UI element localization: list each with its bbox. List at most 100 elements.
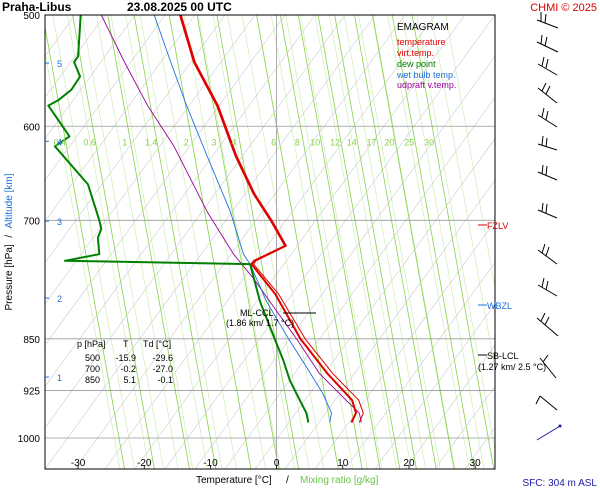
legend-dew-point: dew point <box>397 59 436 69</box>
altitude-tick-label: 2 <box>57 294 62 304</box>
table-row-500-t: -15.9 <box>115 353 136 363</box>
dry-adiabat-line <box>585 15 600 469</box>
mixing-ratio-line <box>300 15 383 469</box>
mixing-ratio-label: 1 <box>122 137 127 147</box>
pressure-tick-label: 850 <box>23 335 40 346</box>
x-tick-label: 10 <box>337 458 349 469</box>
mixing-ratio-line <box>212 15 295 469</box>
dry-adiabat-line <box>45 15 226 264</box>
mixing-ratio-line <box>431 15 495 371</box>
dry-adiabat-line <box>45 15 106 99</box>
mixing-ratio-line <box>317 15 401 469</box>
x-tick-label: -10 <box>203 458 218 469</box>
pressure-tick-label: 1000 <box>18 434 41 445</box>
wind-barb-icon <box>536 312 559 337</box>
mixing-ratio-line <box>154 15 237 469</box>
dry-adiabat-line <box>284 179 495 469</box>
surface-elevation: SFC: 304 m ASL <box>523 478 598 489</box>
xlabel-temperature: Temperature [°C] <box>196 475 272 486</box>
x-tick-label: 20 <box>403 458 415 469</box>
ylabel-pressure: Pressure [hPa] <box>4 244 15 310</box>
sblcl-detail: (1.27 km/ 2.5 °C) <box>478 362 546 372</box>
legend-virt-temp: virt.temp. <box>397 48 434 58</box>
dry-adiabat-line <box>164 15 495 469</box>
plot-frame <box>44 14 496 470</box>
mlccl-label: ML-CCL <box>240 308 274 318</box>
mixing-ratio-label: 6 <box>271 137 276 147</box>
dry-adiabat-line <box>194 55 495 469</box>
mixing-ratio-label: 17 <box>367 137 377 147</box>
legend-updraft: udpraft v.temp. <box>397 80 456 90</box>
wind-barb-icon <box>537 135 558 151</box>
table-row-700-td: -27.0 <box>152 364 173 374</box>
dry-adiabat-line <box>494 468 495 469</box>
mixing-ratio-label: 20 <box>384 137 394 147</box>
wind-barb-icon <box>535 395 558 411</box>
dry-adiabat-line <box>45 15 376 469</box>
wind-barb-icon <box>537 82 558 104</box>
wind-barb-icon <box>536 424 562 441</box>
xlabel-separator: / <box>286 475 289 486</box>
x-tick-label: -30 <box>71 458 86 469</box>
ylabel-text: Pressure [hPa] / Altitude [km] <box>4 173 15 310</box>
mixing-ratio-line <box>401 15 485 469</box>
mixing-ratio-line <box>354 15 437 469</box>
mixing-ratio-line <box>52 15 135 469</box>
dry-adiabat-line <box>254 138 495 469</box>
dry-adiabat-line <box>104 15 436 469</box>
wind-barb-icon <box>539 354 557 379</box>
mixing-ratio-line <box>334 15 417 469</box>
ylabel: Pressure [hPa] / Altitude [km] <box>4 173 15 310</box>
pressure-tick-label: 500 <box>23 11 40 22</box>
wbzl-label: WBZL <box>487 301 512 311</box>
pressure-tick-label: 700 <box>23 216 40 227</box>
legend-temperature: temperature <box>397 37 446 47</box>
mixing-ratio-label: 4 <box>231 137 236 147</box>
wind-barb-icon <box>536 34 559 53</box>
dry-adiabat-line <box>344 262 495 469</box>
mixing-ratio-label: 25 <box>404 137 414 147</box>
mixing-ratio-line <box>256 15 339 469</box>
mixing-ratio-line <box>72 15 155 469</box>
table-row-700-t: -0.2 <box>120 364 136 374</box>
station-title: Praha-Libus <box>2 0 72 14</box>
legend: EMAGRAM temperature virt.temp. dew point… <box>396 22 456 90</box>
mixing-ratio-label: 12 <box>330 137 340 147</box>
mixing-ratio-line <box>329 15 412 469</box>
altitude-tick-label: 4 <box>57 137 62 147</box>
skewed-guide-lines <box>45 15 600 469</box>
mixing-ratio-line <box>110 15 193 469</box>
mixing-ratio-line <box>133 15 217 469</box>
pressure-tick-label: 925 <box>23 386 40 397</box>
dry-adiabat-line <box>45 15 166 181</box>
copyright: CHMI © 2025 <box>530 2 597 14</box>
dry-adiabat-line <box>525 15 600 469</box>
dry-adiabat-line <box>45 15 286 346</box>
wind-barb-icon <box>537 277 558 297</box>
mlccl-detail: (1.86 km/ 1.7 °C) <box>226 318 294 328</box>
dry-adiabat-line <box>134 15 466 469</box>
wind-barbs <box>535 12 562 441</box>
mixing-ratio-label: 0.6 <box>83 137 96 147</box>
profile-series <box>47 15 364 423</box>
dry-adiabat-line <box>404 344 495 469</box>
wind-barb-icon <box>537 107 558 128</box>
wind-barb-icon <box>537 243 558 265</box>
mixing-ratio-line <box>183 15 266 469</box>
table-row-500-td: -29.6 <box>152 353 173 363</box>
mixing-ratio-line <box>45 24 125 469</box>
sblcl-label: SB-LCL <box>487 351 519 361</box>
mixing-ratio-line <box>81 15 164 469</box>
mixing-ratio-line <box>297 15 381 469</box>
mixing-ratio-line <box>198 15 281 469</box>
mixing-ratio-line <box>358 15 441 469</box>
mixing-ratio-line <box>280 15 363 469</box>
legend-wet-bulb: wet bulb temp. <box>396 70 456 80</box>
dry-adiabat-line <box>224 97 495 469</box>
mixing-ratio-labels: 0.4 0.6 1 1.4 2 3 4 6 8 10 12 14 17 20 25 30 <box>54 137 435 147</box>
altitude-tick-label: 5 <box>57 59 62 69</box>
mixing-ratio-line <box>372 15 455 469</box>
altitude-tick-label: 3 <box>57 217 62 227</box>
